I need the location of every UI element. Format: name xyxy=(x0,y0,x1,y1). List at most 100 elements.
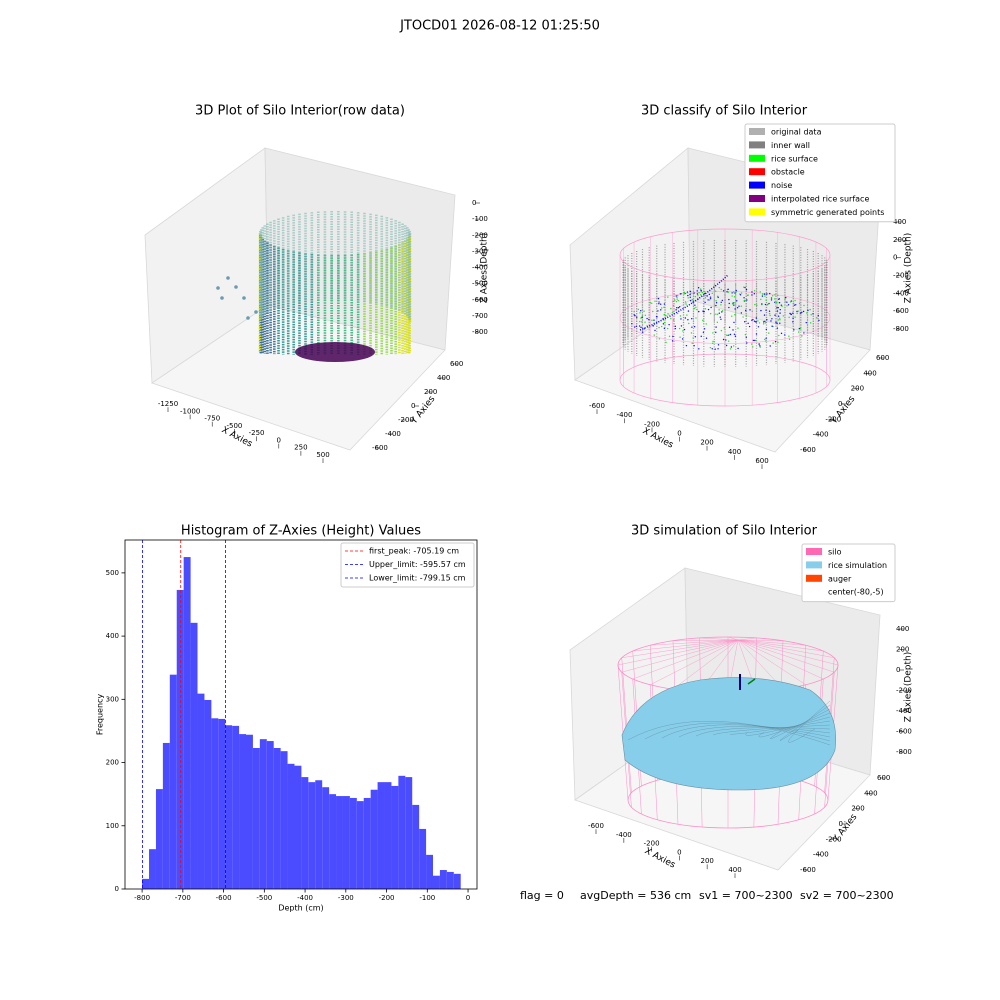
outlier-point xyxy=(234,285,238,289)
auger-tip xyxy=(747,678,756,685)
rice-mesh xyxy=(695,727,831,737)
class-point xyxy=(737,347,739,350)
class-point xyxy=(784,334,786,336)
class-point xyxy=(752,339,755,342)
silo-roof xyxy=(727,636,739,641)
class-point xyxy=(706,295,708,297)
bar xyxy=(322,787,330,889)
class-point xyxy=(756,304,758,307)
subplot-title: Histogram of Z-Axies (Height) Values xyxy=(181,524,421,539)
class-point xyxy=(781,305,783,307)
class-point xyxy=(646,317,648,320)
class-point xyxy=(693,326,696,328)
outlier-point xyxy=(220,296,224,300)
class-point xyxy=(695,306,697,309)
legend-swatch xyxy=(749,208,765,216)
class-point xyxy=(787,304,790,306)
class-point xyxy=(710,306,712,309)
class-point xyxy=(698,310,700,313)
class-point xyxy=(712,332,714,334)
legend-swatch xyxy=(806,548,822,555)
silo-roof xyxy=(672,639,739,690)
tick-label: -400 xyxy=(616,831,632,839)
tick-label: 0 xyxy=(411,402,415,410)
y-tick-label: 0 xyxy=(115,885,119,893)
rice-mesh xyxy=(644,722,831,742)
class-point xyxy=(703,328,706,330)
tick-label: -200 xyxy=(893,272,909,280)
tick-label: 0 xyxy=(472,199,476,207)
class-point xyxy=(782,315,784,317)
class-point xyxy=(716,321,719,324)
class-point xyxy=(789,312,791,315)
bar xyxy=(287,763,295,889)
class-point xyxy=(643,310,645,312)
class-point xyxy=(715,304,717,307)
class-point xyxy=(754,321,757,323)
class-point xyxy=(693,345,695,347)
tick-label: 600 xyxy=(876,354,889,362)
class-point xyxy=(700,289,702,291)
class-point xyxy=(764,322,767,324)
class-point xyxy=(728,326,731,329)
silo-roof xyxy=(672,639,739,641)
footer-text: flag = 0 xyxy=(520,889,564,902)
y-tick-label: 400 xyxy=(106,632,119,640)
class-point xyxy=(747,322,749,325)
class-point xyxy=(705,323,707,325)
class-point xyxy=(745,288,748,291)
tick-label: 0 xyxy=(896,666,900,674)
class-point xyxy=(680,325,683,327)
tick-label: -100 xyxy=(472,215,488,223)
class-point xyxy=(743,286,745,288)
bar xyxy=(377,782,385,889)
class-point xyxy=(755,333,758,335)
silo-roof xyxy=(737,639,806,646)
tick-label: 0 xyxy=(677,430,681,438)
class-point xyxy=(672,311,674,314)
legend-label: Upper_limit: -595.57 cm xyxy=(369,560,466,569)
class-point xyxy=(702,319,704,321)
class-point xyxy=(717,344,720,346)
class-point xyxy=(745,310,747,313)
class-point xyxy=(699,288,702,290)
class-point xyxy=(690,332,693,334)
class-point xyxy=(703,310,705,313)
tick-label: -250 xyxy=(249,429,265,437)
class-point xyxy=(734,314,736,316)
class-point xyxy=(657,297,660,300)
class-point xyxy=(779,312,781,314)
bar xyxy=(439,870,447,889)
class-point xyxy=(655,315,658,318)
silo-roof xyxy=(737,639,784,641)
class-point xyxy=(674,327,677,330)
bar xyxy=(204,699,212,889)
tick-label: 400 xyxy=(864,789,877,797)
axis-label: Z Axies (Depth) xyxy=(904,233,914,304)
tick-label: -600 xyxy=(896,728,912,736)
class-point xyxy=(777,306,779,309)
class-point xyxy=(681,338,684,340)
class-point xyxy=(809,308,811,311)
rice-mesh xyxy=(779,704,831,741)
class-point xyxy=(751,294,753,296)
class-point xyxy=(754,303,756,306)
class-point xyxy=(766,319,768,321)
tick-label: 200 xyxy=(701,857,714,865)
footer-text: avgDepth = 536 cm xyxy=(580,889,691,902)
tick-label: -200 xyxy=(826,835,842,843)
class-point xyxy=(704,301,706,304)
tick-label: -400 xyxy=(385,430,401,438)
class-point xyxy=(697,294,699,296)
class-point xyxy=(633,310,635,313)
tick-label: 0 xyxy=(839,820,843,828)
tick-label: -750 xyxy=(204,415,220,423)
class-point xyxy=(719,316,721,318)
class-point xyxy=(689,299,692,302)
class-point xyxy=(676,298,678,300)
class-point xyxy=(786,305,788,307)
class-point xyxy=(641,321,643,323)
footer-text: sv2 = 700~2300 xyxy=(800,889,894,902)
class-point xyxy=(743,297,745,299)
class-point xyxy=(709,297,712,300)
